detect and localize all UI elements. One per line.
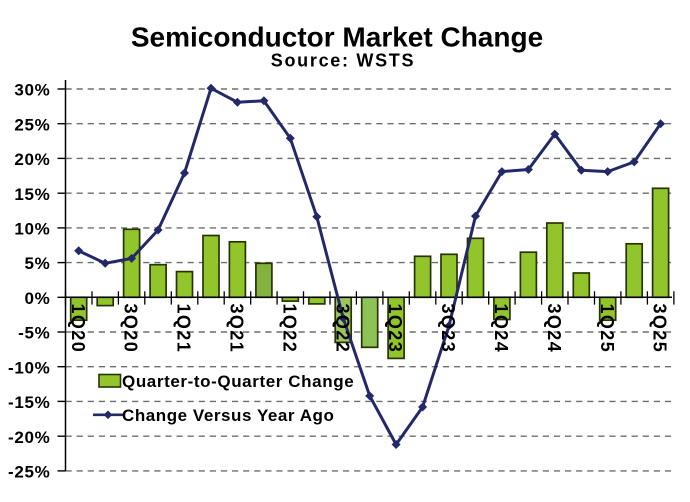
svg-text:1Q24: 1Q24: [491, 304, 511, 354]
svg-text:3Q22: 3Q22: [332, 304, 352, 354]
svg-text:20%: 20%: [14, 150, 50, 169]
svg-text:-15%: -15%: [8, 393, 51, 412]
svg-text:3Q23: 3Q23: [438, 304, 458, 354]
svg-text:Change Versus Year Ago: Change Versus Year Ago: [122, 406, 334, 425]
svg-text:Quarter-to-Quarter Change: Quarter-to-Quarter Change: [122, 372, 354, 391]
svg-text:1Q23: 1Q23: [385, 304, 405, 354]
svg-text:25%: 25%: [14, 115, 50, 134]
svg-text:3Q25: 3Q25: [650, 304, 670, 354]
svg-text:1Q20: 1Q20: [68, 304, 88, 354]
svg-text:-10%: -10%: [8, 358, 51, 377]
svg-text:30%: 30%: [14, 81, 50, 100]
svg-text:-5%: -5%: [18, 324, 50, 343]
svg-text:Source: WSTS: Source: WSTS: [271, 50, 415, 70]
svg-text:1Q22: 1Q22: [279, 304, 299, 354]
svg-text:0%: 0%: [25, 289, 51, 308]
svg-text:-25%: -25%: [8, 463, 51, 482]
svg-text:5%: 5%: [25, 254, 51, 273]
svg-text:Semiconductor Market Change: Semiconductor Market Change: [131, 21, 543, 52]
svg-text:10%: 10%: [14, 220, 50, 239]
svg-text:1Q21: 1Q21: [174, 304, 194, 354]
svg-text:15%: 15%: [14, 185, 50, 204]
svg-text:3Q21: 3Q21: [227, 304, 247, 354]
svg-text:1Q25: 1Q25: [597, 304, 617, 354]
svg-text:-20%: -20%: [8, 428, 51, 447]
svg-text:3Q24: 3Q24: [544, 304, 564, 354]
svg-text:3Q20: 3Q20: [121, 304, 141, 354]
